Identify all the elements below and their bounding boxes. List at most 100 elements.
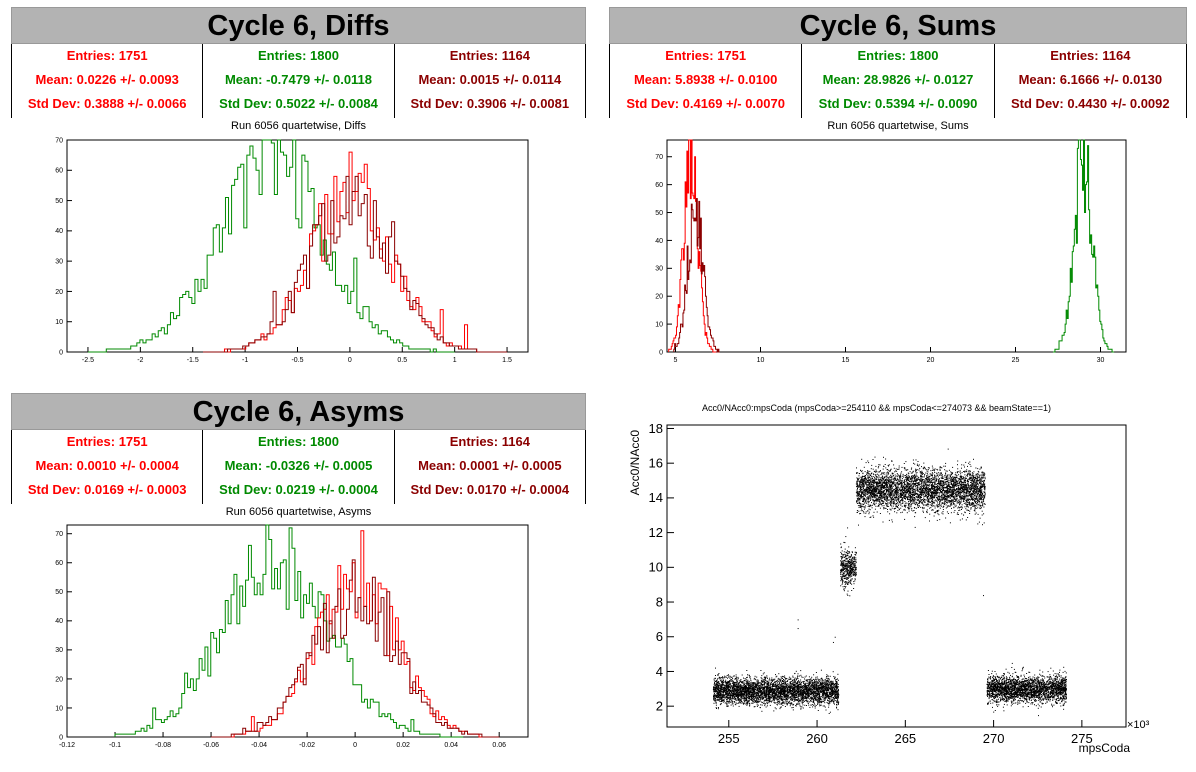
stat-stddev: Std Dev: 0.3906 +/- 0.0081 xyxy=(410,96,570,111)
x-tick-label: 0 xyxy=(353,742,357,749)
y-tick-label: 2 xyxy=(656,699,663,714)
y-tick-label: 10 xyxy=(649,560,663,575)
stat-mean: Mean: 0.0010 +/- 0.0004 xyxy=(35,458,179,473)
scatter-cluster-2 xyxy=(855,448,986,528)
y-tick-label: 60 xyxy=(55,560,63,567)
y-tick-label: 20 xyxy=(655,294,663,301)
x-tick-label: 30 xyxy=(1097,357,1105,364)
histogram-series-darkred xyxy=(673,198,720,353)
scatter-point xyxy=(887,464,889,466)
diffs-histogram: -2.5 -2 -1.5 -1 -0.5 0 0.5 1 1.5 0 10 20 30 40 50 60 70 xyxy=(55,137,529,364)
x-tick-label: 10 xyxy=(757,357,765,364)
x-tick-label: -1 xyxy=(242,357,248,364)
x-tick-label: 25 xyxy=(1012,357,1020,364)
diffs-stats-green: Entries: 1800 Mean: -0.7479 +/- 0.0118 S… xyxy=(203,44,395,118)
y-tick-label: 30 xyxy=(55,647,63,654)
asyms-title: Cycle 6, Asyms xyxy=(11,393,586,430)
y-axis-label: Acc0/NAcc0 xyxy=(628,430,642,496)
diffs-subtitle: Run 6056 quartetwise, Diffs xyxy=(231,120,366,132)
y-tick-label: 40 xyxy=(55,618,63,625)
stat-entries: Entries: 1800 xyxy=(258,48,339,63)
histogram-series-darkred xyxy=(203,175,508,353)
y-tick-label: 60 xyxy=(655,182,663,189)
y-tick-label: 70 xyxy=(655,154,663,161)
x-tick-label: -2.5 xyxy=(82,357,94,364)
y-tick-label: 50 xyxy=(55,589,63,596)
x-tick-label: 0.06 xyxy=(492,742,506,749)
scatter-title: Acc0/NAcc0:mpsCoda (mpsCoda>=254110 && m… xyxy=(702,403,1051,413)
stat-entries: Entries: 1751 xyxy=(66,48,148,63)
y-tick-label: 4 xyxy=(656,664,663,679)
plot-frame xyxy=(666,139,1127,353)
y-tick-label: 40 xyxy=(655,238,663,245)
stat-entries: Entries: 1164 xyxy=(449,48,530,63)
x-tick-label: -0.04 xyxy=(251,742,267,749)
x-tick-label: 0 xyxy=(348,357,352,364)
x-tick-label: -0.5 xyxy=(291,357,303,364)
x-multiplier-label: ×10³ xyxy=(1127,719,1150,731)
sums-stats-darkred: Entries: 1164 Mean: 6.1666 +/- 0.0130 St… xyxy=(995,44,1186,118)
sums-subtitle: Run 6056 quartetwise, Sums xyxy=(827,120,969,132)
x-tick-label: -0.08 xyxy=(155,742,171,749)
stat-stddev: Std Dev: 0.4169 +/- 0.0070 xyxy=(626,96,785,111)
x-tick-label: 275 xyxy=(1071,731,1093,746)
diffs-title: Cycle 6, Diffs xyxy=(11,7,586,44)
histogram-series-green xyxy=(114,524,464,738)
scatter-point xyxy=(983,595,985,597)
stat-entries: Entries: 1800 xyxy=(258,434,339,449)
y-tick-label: 70 xyxy=(55,531,63,538)
stat-entries: Entries: 1164 xyxy=(1050,48,1131,63)
x-tick-label: 270 xyxy=(983,731,1005,746)
scatter-point xyxy=(847,527,849,529)
x-tick-label: 0.04 xyxy=(444,742,458,749)
y-tick-label: 8 xyxy=(656,594,663,609)
x-tick-label: 15 xyxy=(842,357,850,364)
y-tick-label: 16 xyxy=(649,456,663,471)
stat-stddev: Std Dev: 0.4430 +/- 0.0092 xyxy=(1011,96,1170,111)
x-tick-label: 265 xyxy=(894,731,916,746)
x-axis-label: mpsCoda xyxy=(1079,741,1131,755)
stat-entries: Entries: 1164 xyxy=(449,434,530,449)
stat-mean: Mean: 0.0015 +/- 0.0114 xyxy=(418,72,562,87)
scatter-point xyxy=(967,516,969,518)
x-tick-label: 255 xyxy=(718,731,740,746)
x-tick-label: -0.06 xyxy=(203,742,219,749)
plot-frame xyxy=(66,524,529,738)
y-tick-label: 30 xyxy=(55,258,63,265)
asyms-subtitle: Run 6056 quartetwise, Asyms xyxy=(225,506,372,518)
x-tick-label: -1.5 xyxy=(187,357,199,364)
stat-stddev: Std Dev: 0.3888 +/- 0.0066 xyxy=(27,96,187,111)
asyms-stats-red: Entries: 1751 Mean: 0.0010 +/- 0.0004 St… xyxy=(12,430,204,504)
sums-title: Cycle 6, Sums xyxy=(609,7,1187,44)
y-tick-label: 6 xyxy=(656,629,663,644)
asyms-stats-green: Entries: 1800 Mean: -0.0326 +/- 0.0005 S… xyxy=(203,430,395,504)
histogram-series-green xyxy=(87,139,455,353)
x-tick-label: 1.5 xyxy=(502,357,512,364)
sums-stats-red: Entries: 1751 Mean: 5.8938 +/- 0.0100 St… xyxy=(610,44,803,118)
y-tick-label: 50 xyxy=(655,210,663,217)
asyms-stats-darkred: Entries: 1164 Mean: 0.0001 +/- 0.0005 St… xyxy=(395,430,585,504)
scatter-point xyxy=(834,636,836,638)
stat-stddev: Std Dev: 0.0169 +/- 0.0003 xyxy=(27,482,187,497)
y-tick-label: 10 xyxy=(55,705,63,712)
plot-frame xyxy=(666,424,1127,728)
y-tick-label: 70 xyxy=(55,137,63,144)
y-tick-label: 0 xyxy=(59,734,63,741)
y-tick-label: 0 xyxy=(659,349,663,356)
y-tick-label: 12 xyxy=(649,525,663,540)
stat-mean: Mean: 5.8938 +/- 0.0100 xyxy=(633,72,778,87)
stat-mean: Mean: 6.1666 +/- 0.0130 xyxy=(1018,72,1163,87)
sums-stats-green: Entries: 1800 Mean: 28.9826 +/- 0.0127 S… xyxy=(802,44,995,118)
stat-mean: Mean: 28.9826 +/- 0.0127 xyxy=(822,72,974,87)
x-tick-label: -0.02 xyxy=(299,742,315,749)
scatter-point xyxy=(797,619,799,621)
x-tick-label: -0.12 xyxy=(59,742,75,749)
stat-mean: Mean: -0.7479 +/- 0.0118 xyxy=(224,72,373,87)
sums-histogram: 5 10 15 20 25 30 0 10 20 30 40 50 60 70 xyxy=(655,139,1127,364)
stat-entries: Entries: 1751 xyxy=(665,48,747,63)
x-tick-label: -0.1 xyxy=(109,742,121,749)
y-tick-label: 10 xyxy=(55,319,63,326)
histogram-series-green xyxy=(1052,139,1115,353)
histogram-series-red xyxy=(668,139,717,353)
